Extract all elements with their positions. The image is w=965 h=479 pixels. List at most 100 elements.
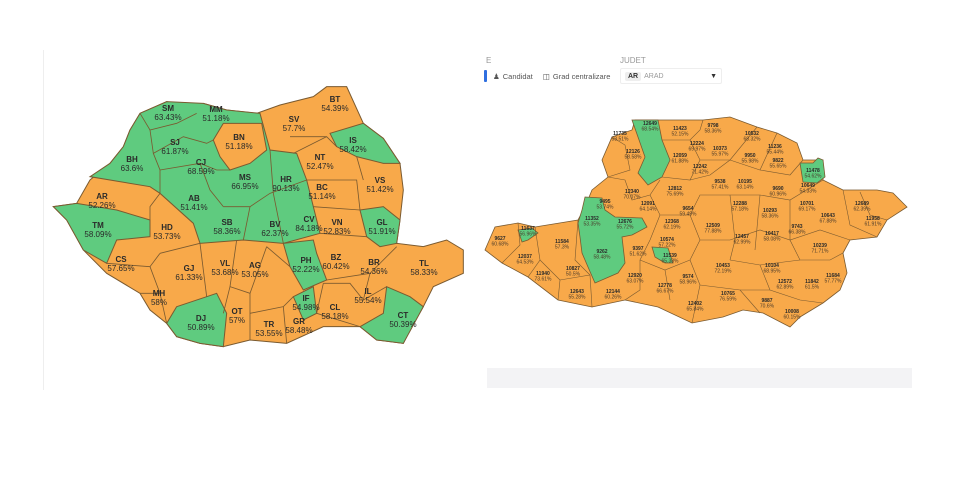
border-line [269, 149, 284, 244]
locality-id: 10643 [821, 213, 835, 219]
county-code: GR [293, 317, 305, 326]
locality-value: 62.99% [734, 240, 752, 246]
locality-id: 12778 [658, 283, 672, 289]
locality-region[interactable] [631, 119, 671, 186]
county-code: AB [188, 194, 200, 203]
county-value: 58.48% [285, 326, 312, 335]
locality-id: 10532 [745, 131, 759, 137]
judet-label: JUDET [620, 56, 646, 65]
arad-green-localities [517, 119, 826, 284]
active-indicator [484, 70, 487, 82]
county-value: 58.18% [321, 312, 348, 321]
locality-id: 12037 [518, 254, 532, 260]
county-region[interactable] [212, 122, 268, 171]
locality-value: 57.3% [555, 245, 570, 251]
locality-value: 58.96% [680, 280, 698, 286]
border-line [149, 193, 161, 220]
county-value: 57% [229, 316, 245, 325]
locality-value: 73.61% [535, 277, 553, 283]
judet-select[interactable]: AR ARAD ▼ [620, 68, 722, 84]
locality-id: 12920 [628, 273, 642, 279]
county-region[interactable] [52, 202, 151, 265]
county-code: MH [153, 289, 166, 298]
county-region[interactable] [166, 292, 228, 348]
locality-id: 10649 [801, 183, 815, 189]
county-value: 53.55% [255, 329, 282, 338]
locality-region[interactable] [651, 246, 674, 264]
county-code: BN [233, 133, 245, 142]
locality-value: 61.88% [672, 159, 690, 165]
locality-value: 58.08% [764, 237, 782, 243]
county-value: 61.33% [175, 273, 202, 282]
county-value: 53.68% [211, 268, 238, 277]
locality-id: 9743 [791, 224, 802, 230]
county-code: BC [316, 183, 328, 192]
county-code: TM [92, 221, 104, 230]
mode-toggle[interactable]: ♟ Candidat ◫ Grad centralizare [484, 70, 610, 82]
county-value: 51.14% [308, 192, 335, 201]
locality-region[interactable] [799, 157, 826, 184]
locality-id: 9690 [772, 186, 783, 192]
mode-grad-centralizare[interactable]: ◫ Grad centralizare [543, 72, 611, 81]
locality-id: 10008 [785, 309, 799, 315]
border-line [326, 246, 397, 281]
county-region[interactable] [329, 122, 401, 164]
locality-value: 68.54% [642, 127, 660, 133]
county-code: HR [280, 175, 292, 184]
county-region[interactable] [359, 285, 424, 344]
border-line [664, 269, 671, 301]
county-value: 55.54% [354, 296, 381, 305]
county-labels: SM63.43%MM51.18%BT54.39%SV57.7%BN51.18%I… [84, 95, 437, 338]
locality-region[interactable] [577, 196, 648, 284]
county-code: IF [302, 294, 309, 303]
locality-labels: 1264968.54%1173553.51%1142352.15%1212658… [492, 121, 883, 321]
locality-id: 11958 [866, 216, 880, 222]
county-value: 68.59% [187, 167, 214, 176]
border-line [759, 264, 824, 304]
locality-value: 70.07% [624, 195, 642, 201]
locality-id: 10453 [716, 263, 730, 269]
mode-candidat[interactable]: ♟ Candidat [493, 72, 533, 81]
border-line [323, 273, 371, 301]
county-value: 66.95% [231, 182, 258, 191]
border-line [607, 176, 661, 201]
border-line [306, 179, 361, 211]
locality-region[interactable] [517, 227, 539, 243]
border-line [159, 162, 230, 171]
locality-value: 57.22% [659, 243, 677, 249]
county-code: CS [115, 255, 127, 264]
county-value: 57.65% [107, 264, 134, 273]
county-value: 58.36% [213, 227, 240, 236]
locality-value: 53.74% [597, 205, 615, 211]
locality-id: 12676 [618, 219, 632, 225]
locality-value: 54.33% [800, 189, 818, 195]
person-icon: ♟ [493, 71, 500, 81]
